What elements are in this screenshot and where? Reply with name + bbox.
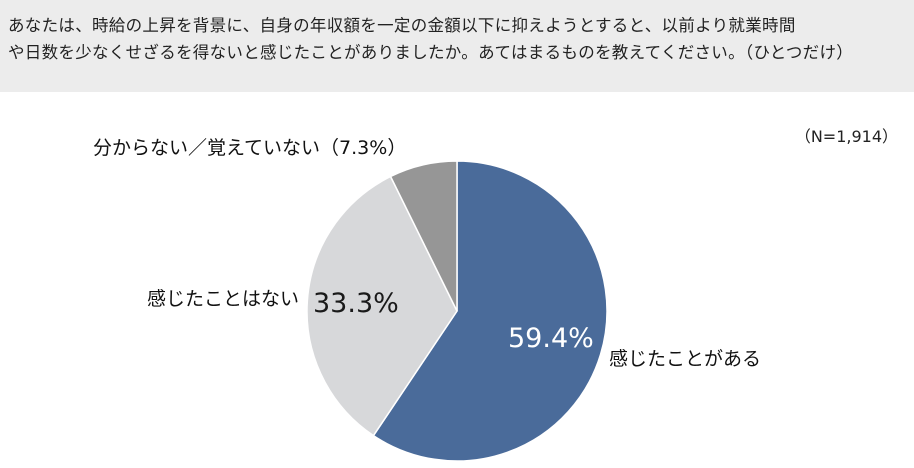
slice-value-felt: 59.4% bbox=[508, 323, 594, 354]
question-box: あなたは、時給の上昇を背景に、自身の年収額を一定の金額以下に抑えようとすると、以… bbox=[0, 0, 914, 92]
pie-slices bbox=[306, 160, 608, 462]
sample-size-label: （N=1,914） bbox=[794, 127, 898, 146]
question-line-2: や日数を少なくせざるを得ないと感じたことがありましたか。あてはまるものを教えてく… bbox=[8, 43, 854, 62]
slice-label-dont-know: 分からない／覚えていない（7.3%） bbox=[93, 137, 407, 159]
pie-slice-dont-know bbox=[389, 160, 458, 312]
slice-value-not-felt: 33.3% bbox=[313, 288, 399, 319]
slice-label-felt: 感じたことがある bbox=[609, 348, 762, 370]
pie-slice-not-felt bbox=[306, 175, 458, 437]
question-line-1: あなたは、時給の上昇を背景に、自身の年収額を一定の金額以下に抑えようとすると、以… bbox=[8, 16, 796, 35]
pie-slice-felt bbox=[372, 160, 608, 462]
slice-label-not-felt: 感じたことはない bbox=[147, 288, 300, 310]
